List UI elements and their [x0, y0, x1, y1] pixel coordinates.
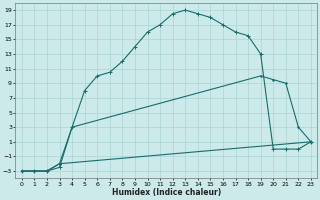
- X-axis label: Humidex (Indice chaleur): Humidex (Indice chaleur): [112, 188, 221, 197]
